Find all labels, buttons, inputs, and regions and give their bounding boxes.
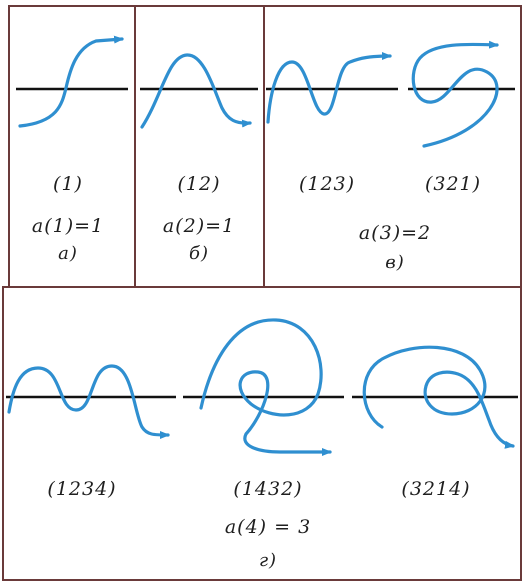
curve-12	[140, 53, 252, 129]
meander-curves	[7, 35, 515, 456]
panel-borders	[2, 5, 522, 581]
perm-label-12: (12)	[177, 173, 221, 195]
curve-1	[18, 35, 124, 128]
count-label-1: a(1)=1	[31, 215, 105, 237]
count-label-4: a(4) = 3	[224, 516, 312, 538]
curve-123	[266, 52, 392, 124]
curve-1432	[199, 318, 332, 456]
perm-label-1: (1)	[53, 173, 83, 195]
perm-label-3214: (3214)	[401, 478, 471, 500]
count-label-3: a(3)=2	[358, 222, 432, 244]
count-label-2: a(2)=1	[162, 215, 236, 237]
curve-3214	[362, 345, 515, 449]
perm-label-123: (123)	[298, 173, 356, 195]
panel-letter-b: б)	[188, 243, 210, 264]
panel-letter-v: в)	[385, 252, 405, 273]
reference-lines	[6, 87, 518, 399]
curve-1234	[7, 364, 170, 439]
perm-label-1432: (1432)	[233, 478, 303, 500]
perm-label-321: (321)	[424, 173, 482, 195]
perm-label-1234: (1234)	[47, 478, 117, 500]
panel-letter-a: a)	[58, 243, 78, 264]
panel-letter-g: г)	[258, 550, 278, 571]
curve-321	[411, 40, 499, 148]
